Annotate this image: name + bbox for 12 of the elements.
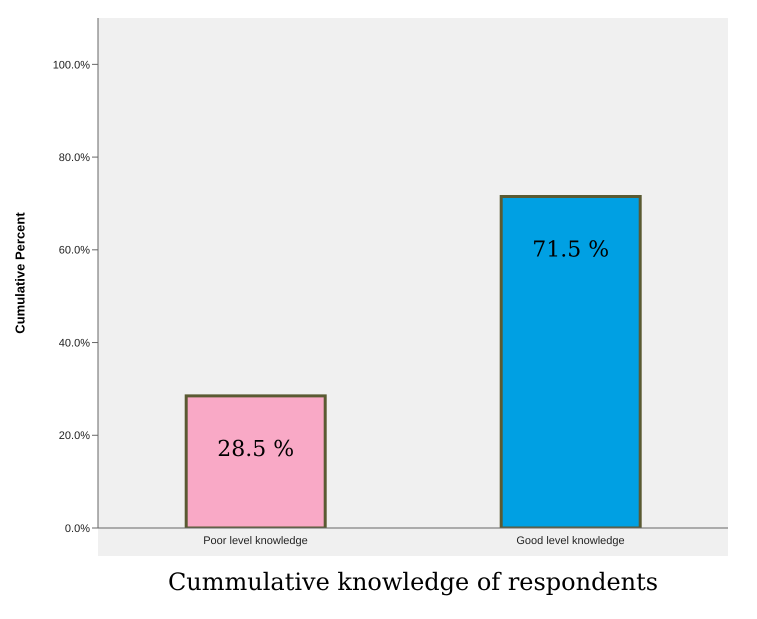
y-tick-label: 60.0%: [58, 244, 90, 257]
data-label: 71.5 %: [532, 238, 610, 262]
y-tick-label: 20.0%: [58, 430, 90, 442]
x-tick-label: Poor level knowledge: [203, 534, 308, 547]
y-tick-label: 100.0%: [52, 59, 90, 72]
y-tick-label: 40.0%: [58, 337, 90, 350]
y-tick-label: 80.0%: [58, 152, 90, 164]
data-label: 28.5 %: [217, 436, 294, 462]
y-tick-label: 0.0%: [64, 522, 90, 535]
x-tick-label: Good level knowledge: [516, 534, 625, 547]
x-axis-title: Cummulative knowledge of respondents: [166, 568, 660, 596]
y-axis-title: Cumulative Percent: [12, 212, 28, 334]
